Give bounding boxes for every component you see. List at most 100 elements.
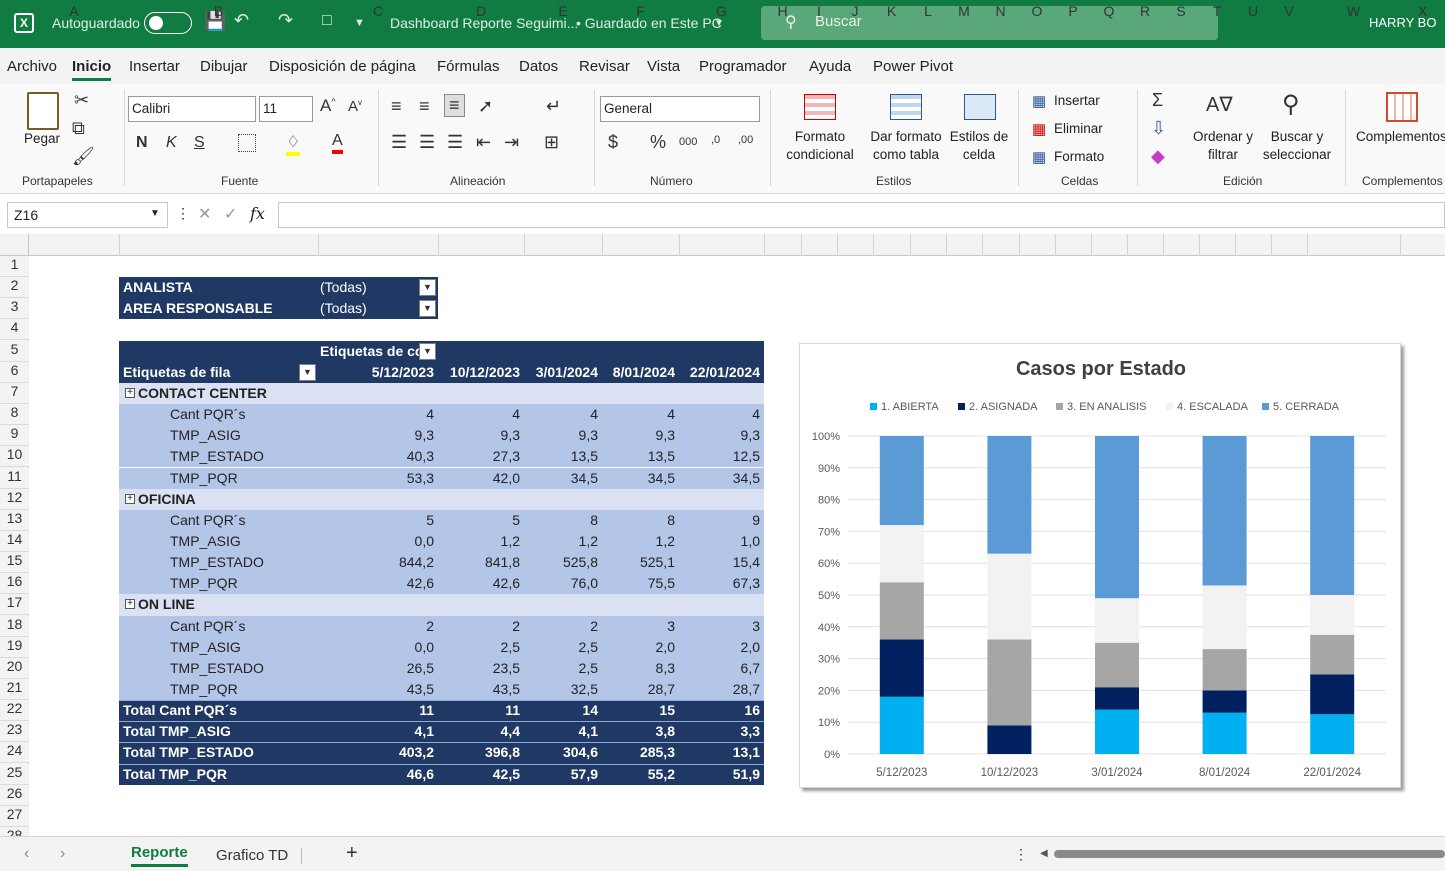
align-middle-icon[interactable]: ≡ — [419, 96, 430, 116]
row-header-23[interactable]: 23 — [0, 721, 29, 743]
borders-icon[interactable] — [238, 134, 256, 152]
row-header-20[interactable]: 20 — [0, 657, 29, 679]
insert-function-button[interactable]: fx — [250, 204, 265, 223]
column-divider[interactable] — [602, 234, 603, 256]
addins-button[interactable]: Complementos — [1356, 129, 1445, 144]
column-header-t[interactable]: T — [1212, 3, 1222, 19]
column-divider[interactable] — [679, 234, 680, 256]
row-header-16[interactable]: 16 — [0, 573, 29, 595]
autosave-toggle[interactable] — [144, 12, 192, 34]
menu-disposici-n-de-p-gina[interactable]: Disposición de página — [269, 58, 416, 75]
column-header-e[interactable]: E — [558, 3, 568, 19]
tab-options-icon[interactable]: ⋮ — [1014, 846, 1028, 862]
row-header-9[interactable]: 9 — [0, 425, 29, 447]
save-state[interactable]: • Guardado en Este PC — [576, 15, 722, 31]
row-header-2[interactable]: 2 — [0, 277, 29, 299]
column-header-x[interactable]: X — [1417, 3, 1428, 19]
bar-segment[interactable] — [1202, 585, 1247, 650]
column-header-l[interactable]: L — [924, 3, 932, 19]
row-header-17[interactable]: 17 — [0, 594, 29, 616]
increase-indent-icon[interactable]: ⇥ — [504, 132, 520, 152]
column-header-o[interactable]: O — [1031, 3, 1043, 19]
menu-archivo[interactable]: Archivo — [7, 58, 58, 75]
column-divider[interactable] — [982, 234, 983, 256]
font-size-select[interactable]: 11 — [259, 96, 313, 122]
cancel-icon[interactable]: ✕ — [198, 206, 212, 223]
conditional-format-icon[interactable] — [804, 94, 836, 120]
column-header-j[interactable]: J — [851, 3, 859, 19]
scrollbar-thumb[interactable] — [1054, 850, 1445, 858]
row-header-13[interactable]: 13 — [0, 509, 29, 531]
wrap-text-icon[interactable]: ↵ — [546, 96, 562, 116]
expand-collapse-icon[interactable]: + — [125, 387, 135, 398]
column-divider[interactable] — [837, 234, 838, 256]
column-header-m[interactable]: M — [958, 3, 970, 19]
column-header-b[interactable]: B — [213, 3, 224, 19]
thousands-icon[interactable]: 000 — [679, 136, 698, 148]
conditional-format-button[interactable]: Formato condicional — [786, 129, 854, 162]
column-divider[interactable] — [318, 234, 319, 256]
format-cells-button[interactable]: Formato — [1054, 149, 1105, 164]
cut-icon[interactable]: ✂ — [74, 90, 90, 110]
bar-segment[interactable] — [1202, 690, 1247, 713]
menu-power-pivot[interactable]: Power Pivot — [873, 58, 954, 75]
column-divider[interactable] — [1400, 234, 1401, 256]
column-divider[interactable] — [119, 234, 120, 256]
font-name-select[interactable]: Calibri — [128, 96, 256, 122]
next-sheet-icon[interactable]: › — [60, 845, 66, 862]
column-header-u[interactable]: U — [1247, 3, 1259, 19]
select-all-corner[interactable] — [0, 234, 29, 256]
decrease-decimal-icon[interactable]: ,00 — [738, 134, 754, 146]
row-header-12[interactable]: 12 — [0, 488, 29, 510]
add-sheet-icon[interactable]: + — [346, 842, 358, 864]
delete-cells-icon[interactable]: ▦ — [1032, 121, 1047, 138]
undo-icon[interactable]: ↶ — [234, 10, 250, 30]
legend-label[interactable]: 4. ESCALADA — [1177, 401, 1249, 413]
decrease-indent-icon[interactable]: ⇤ — [476, 132, 492, 152]
legend-label[interactable]: 2. ASIGNADA — [969, 401, 1038, 413]
bar-segment[interactable] — [879, 696, 924, 754]
increase-font-icon[interactable]: A^ — [320, 96, 336, 115]
insert-cells-icon[interactable]: ▦ — [1032, 93, 1047, 110]
column-divider[interactable] — [946, 234, 947, 256]
row-header-18[interactable]: 18 — [0, 615, 29, 637]
paste-icon[interactable] — [27, 92, 59, 130]
bar-segment[interactable] — [1310, 634, 1355, 675]
column-divider[interactable] — [910, 234, 911, 256]
bar-segment[interactable] — [987, 436, 1032, 554]
column-header-r[interactable]: R — [1139, 3, 1151, 19]
bar-segment[interactable] — [879, 582, 924, 640]
find-select-button[interactable]: Buscar y seleccionar — [1262, 129, 1332, 162]
clear-icon[interactable]: ◆ — [1151, 146, 1165, 166]
redo-icon[interactable]: ↷ — [278, 10, 294, 30]
name-box-dropdown-icon[interactable]: ▼ — [150, 208, 160, 219]
increase-decimal-icon[interactable]: ,0 — [711, 134, 721, 146]
menu-f-rmulas[interactable]: Fórmulas — [437, 58, 500, 75]
italic-button[interactable]: K — [166, 134, 177, 151]
format-cells-icon[interactable]: ▦ — [1032, 149, 1047, 166]
number-format-select[interactable]: General — [600, 96, 760, 122]
bar-segment[interactable] — [879, 436, 924, 526]
legend-label[interactable]: 1. ABIERTA — [881, 401, 939, 413]
row-header-7[interactable]: 7 — [0, 382, 29, 404]
save-icon[interactable]: 💾 — [204, 11, 227, 31]
autosum-icon[interactable]: Σ — [1152, 90, 1164, 110]
row-labels-filter-icon[interactable]: ▼ — [299, 363, 316, 381]
row-header-4[interactable]: 4 — [0, 319, 29, 341]
row-header-10[interactable]: 10 — [0, 446, 29, 468]
chart[interactable]: Casos por Estado 0% 10% 20% 30% 40% 50% 60% 70%… — [799, 343, 1401, 788]
column-divider[interactable] — [1235, 234, 1236, 256]
sort-filter-icon[interactable]: A∇ — [1206, 94, 1233, 116]
bar-segment[interactable] — [987, 725, 1032, 754]
row-header-26[interactable]: 26 — [0, 784, 29, 806]
column-divider[interactable] — [438, 234, 439, 256]
expand-collapse-icon[interactable]: + — [125, 493, 135, 504]
menu-insertar[interactable]: Insertar — [129, 58, 180, 75]
column-header-w[interactable]: W — [1346, 3, 1361, 19]
user-name[interactable]: HARRY BO — [1369, 15, 1437, 30]
new-file-icon[interactable]: □ — [322, 12, 332, 29]
cell-styles-icon[interactable] — [964, 94, 996, 120]
legend-label[interactable]: 5. CERRADA — [1273, 401, 1340, 413]
row-header-14[interactable]: 14 — [0, 530, 29, 552]
menu-dibujar[interactable]: Dibujar — [200, 58, 248, 75]
